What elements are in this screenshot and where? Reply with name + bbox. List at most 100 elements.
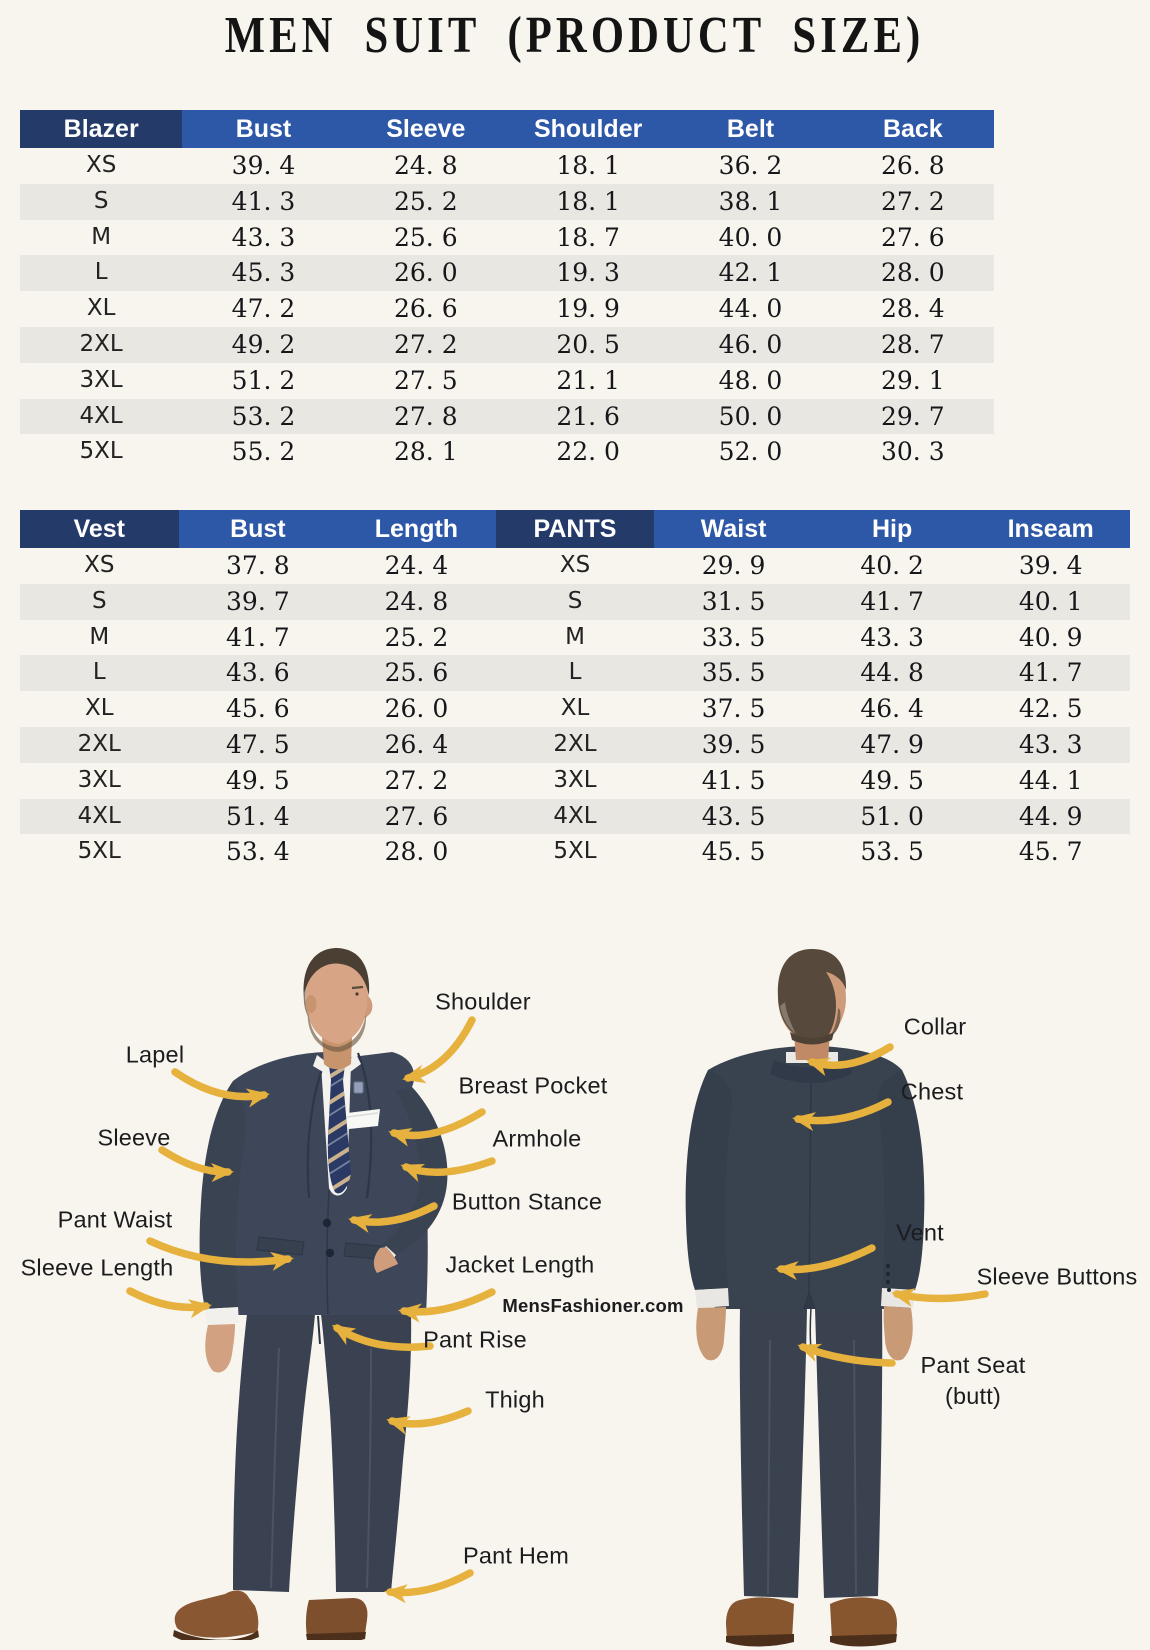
table-cell: 2XL: [553, 730, 597, 757]
label-lapel: Lapel: [125, 1041, 185, 1068]
column-header: Hip: [812, 510, 972, 548]
label-vent: Vent: [896, 1219, 944, 1246]
table-cell: 39. 5: [701, 729, 766, 759]
column-header: Bust: [178, 510, 338, 548]
table-cell: 49. 5: [860, 765, 924, 795]
table-cell: 40. 1: [1018, 586, 1083, 616]
table-cell: 55. 2: [231, 437, 296, 467]
table-cell: 5XL: [553, 838, 597, 865]
table-cell: 40. 9: [1018, 622, 1083, 652]
table-row: XS 37. 8 24. 4 XS 29. 9 40. 2 39. 4: [20, 548, 1130, 584]
table-cell: 45. 6: [226, 694, 290, 724]
table-cell: 28. 1: [394, 437, 458, 467]
table-row: 4XL 51. 4 27. 6 4XL 43. 5 51. 0 44. 9: [20, 798, 1130, 835]
table-cell: 2XL: [79, 330, 123, 357]
table-cell: 45. 3: [231, 258, 296, 288]
table-cell: XL: [84, 695, 114, 722]
table-cell: 42. 1: [718, 258, 783, 288]
label-thigh: Thigh: [485, 1386, 545, 1413]
table-cell: 5XL: [79, 438, 123, 465]
table-cell: 28. 4: [881, 294, 945, 324]
table-cell: 3XL: [553, 766, 597, 793]
table-cell: 33. 5: [701, 622, 766, 652]
table-cell: 42. 5: [1018, 694, 1083, 724]
table-cell: 47. 2: [231, 294, 296, 324]
table-cell: 28. 0: [881, 258, 945, 288]
table-row: XL 45. 6 26. 0 XL 37. 5 46. 4 42. 5: [20, 691, 1130, 727]
column-header: Length: [337, 510, 496, 548]
table-cell: 26. 6: [394, 294, 458, 324]
table-cell: 40. 2: [860, 551, 924, 580]
table-cell: 3XL: [79, 366, 123, 393]
blazer-size-table: Blazer Bust Sleeve Shoulder Belt Back XS 39. 4 2…: [20, 110, 994, 470]
table-cell: 49. 5: [226, 765, 290, 795]
table-cell: 39. 7: [226, 586, 290, 616]
table-row: M 41. 7 25. 2 M 33. 5 43. 3 40. 9: [20, 620, 1130, 656]
table-cell: 3XL: [77, 766, 121, 793]
table-cell: 20. 5: [556, 329, 620, 359]
table-cell: XL: [86, 295, 116, 322]
table-cell: 24. 8: [384, 586, 449, 616]
table-row: L 45. 3 26. 0 19. 3 42. 1 28. 0: [20, 255, 994, 292]
table-cell: 43. 5: [701, 801, 766, 831]
table-cell: 26. 4: [384, 729, 449, 759]
table-cell: 22. 0: [556, 437, 620, 467]
column-header: Vest: [20, 510, 179, 548]
table-cell: 27. 8: [394, 401, 458, 431]
table-cell: 18. 1: [556, 186, 620, 216]
table-cell: 27. 5: [394, 365, 458, 395]
table-cell: 30. 3: [881, 437, 945, 467]
table-row: 5XL 55. 2 28. 1 22. 0 52. 0 30. 3: [20, 434, 994, 470]
table-cell: 43. 3: [860, 622, 924, 652]
label-collar: Collar: [903, 1013, 967, 1040]
table-row: XS 39. 4 24. 8 18. 1 36. 2 26. 8: [20, 148, 994, 184]
table-row: S 41. 3 25. 2 18. 1 38. 1 27. 2: [20, 183, 994, 220]
table-cell: 4XL: [79, 402, 123, 429]
label-chest: Chest: [900, 1078, 964, 1105]
table-cell: S: [91, 587, 107, 614]
table-cell: 4XL: [553, 802, 597, 829]
column-header: Blazer: [20, 110, 183, 148]
table-cell: S: [567, 587, 583, 614]
table-cell: 18. 7: [556, 222, 620, 252]
column-header: Belt: [669, 110, 832, 148]
table-cell: 44. 1: [1018, 765, 1083, 795]
label-sleeve-buttons: Sleeve Buttons: [976, 1263, 1138, 1290]
table-cell: 36. 2: [718, 151, 783, 180]
suit-figure-back-view: [685, 949, 925, 1647]
table-cell: 51. 4: [226, 801, 290, 831]
table-cell: 51. 2: [231, 365, 296, 395]
table-row: 5XL 53. 4 28. 0 5XL 45. 5 53. 5 45. 7: [20, 834, 1130, 870]
table-cell: 29. 1: [881, 365, 945, 395]
table-cell: 27. 2: [384, 765, 449, 795]
table-cell: 41. 7: [1018, 658, 1083, 688]
table-cell: 35. 5: [701, 658, 766, 688]
table-cell: 27. 6: [881, 222, 945, 252]
table-cell: 41. 7: [226, 622, 290, 652]
table-cell: 27. 6: [384, 801, 449, 831]
table-cell: 49. 2: [231, 329, 296, 359]
table-cell: M: [91, 223, 112, 250]
table-row: 2XL 47. 5 26. 4 2XL 39. 5 47. 9 43. 3: [20, 726, 1130, 763]
table-cell: 28. 0: [384, 837, 449, 867]
label-button-stance: Button Stance: [451, 1188, 603, 1215]
table-cell: 39. 4: [231, 151, 296, 180]
label-armhole: Armhole: [492, 1125, 582, 1152]
table-cell: 21. 1: [556, 365, 620, 395]
table-cell: 43. 3: [231, 222, 296, 252]
label-pant-seat-line1: Pant Seat: [920, 1352, 1026, 1378]
table-cell: 53. 4: [226, 837, 290, 867]
table-cell: 2XL: [77, 730, 121, 757]
table-cell: S: [93, 187, 109, 214]
table-cell: 45. 5: [701, 837, 766, 867]
table-cell: 24. 8: [394, 151, 458, 180]
column-header: Waist: [654, 510, 813, 548]
table-cell: XS: [559, 552, 591, 578]
label-pant-seat: Pant Seat (butt): [920, 1350, 1025, 1412]
table-cell: XS: [84, 552, 115, 578]
table-cell: 52. 0: [718, 437, 783, 467]
table-row: M 43. 3 25. 6 18. 7 40. 0 27. 6: [20, 220, 994, 256]
label-breast-pocket: Breast Pocket: [458, 1072, 608, 1099]
table-cell: 4XL: [77, 802, 121, 829]
